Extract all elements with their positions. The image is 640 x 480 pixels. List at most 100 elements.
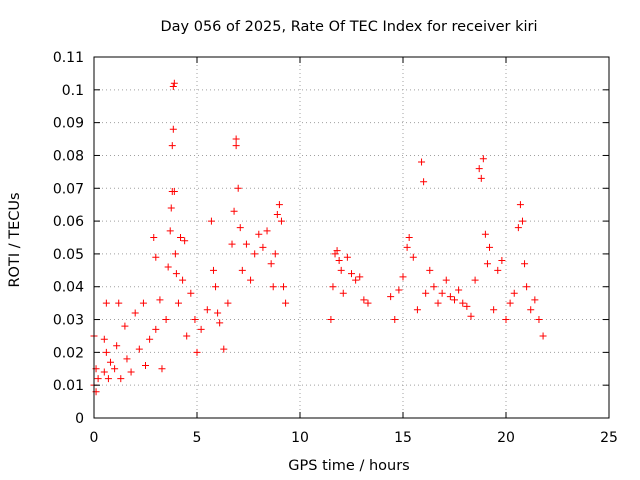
y-axis-label: ROTI / TECUs	[7, 192, 23, 287]
data-point	[102, 299, 110, 307]
data-point	[123, 355, 131, 363]
data-point	[405, 234, 413, 241]
data-point	[104, 375, 112, 383]
data-point	[224, 299, 232, 307]
data-point	[483, 260, 491, 268]
data-point	[234, 184, 242, 192]
data-point	[516, 201, 524, 209]
data-point	[329, 283, 337, 291]
data-point	[399, 273, 407, 281]
y-tick-label: 0.07	[53, 181, 84, 197]
x-tick-label: 10	[291, 430, 309, 446]
data-point	[364, 299, 372, 307]
data-point	[238, 266, 246, 274]
data-point	[518, 217, 526, 225]
data-point	[273, 211, 281, 219]
data-point	[193, 348, 201, 356]
data-point	[514, 224, 522, 232]
data-point	[167, 204, 175, 212]
x-tick-label: 20	[497, 430, 515, 446]
data-point	[146, 335, 154, 343]
data-point	[135, 345, 143, 353]
y-tick-label: 0.11	[53, 50, 84, 66]
data-point	[477, 174, 485, 182]
data-point	[169, 125, 177, 133]
data-point	[216, 319, 224, 327]
data-point	[335, 256, 343, 264]
data-point	[510, 289, 518, 297]
data-point	[236, 224, 244, 232]
data-point	[251, 250, 259, 258]
data-point	[166, 227, 174, 235]
x-tick-label: 0	[90, 430, 99, 446]
data-point	[339, 289, 347, 297]
x-axis-label: GPS time / hours	[288, 458, 409, 474]
data-point	[455, 286, 463, 294]
data-point	[506, 299, 514, 307]
data-point	[152, 253, 160, 261]
data-point	[280, 283, 288, 291]
data-point	[494, 266, 502, 274]
y-tick-label: 0.09	[53, 116, 84, 132]
data-point	[94, 375, 102, 383]
plot-frame	[93, 56, 610, 419]
data-point	[420, 178, 428, 186]
y-tick-label: 0.03	[53, 313, 84, 329]
data-point	[434, 299, 442, 307]
data-point	[430, 283, 438, 291]
data-point	[131, 309, 139, 317]
data-point	[327, 316, 335, 324]
y-tick-label: 0.04	[53, 280, 84, 296]
data-point	[403, 243, 411, 251]
data-point	[337, 266, 345, 274]
data-point	[391, 316, 399, 324]
data-point	[191, 316, 199, 324]
data-point	[409, 253, 417, 261]
y-tick-label: 0.1	[62, 83, 84, 99]
y-tick-label: 0.02	[53, 345, 84, 361]
data-point	[475, 165, 483, 173]
data-point	[259, 243, 267, 251]
data-point	[387, 293, 395, 301]
data-point	[209, 266, 217, 274]
data-point	[150, 234, 158, 241]
data-point	[162, 316, 170, 324]
data-point	[255, 230, 263, 238]
data-point	[527, 306, 535, 314]
data-point	[172, 270, 180, 278]
data-point	[247, 276, 255, 284]
data-point	[352, 276, 360, 284]
data-point	[333, 247, 341, 255]
data-point	[502, 316, 510, 324]
data-point	[113, 342, 121, 350]
data-point	[158, 365, 166, 373]
data-point	[111, 365, 119, 373]
data-point	[523, 283, 531, 291]
data-point	[418, 158, 426, 166]
data-point	[413, 306, 421, 314]
data-point	[230, 207, 238, 215]
y-tick-label: 0.08	[53, 148, 84, 164]
data-point	[348, 270, 355, 278]
data-point	[121, 322, 129, 330]
data-point	[127, 368, 135, 376]
data-point	[203, 306, 211, 314]
data-point	[102, 348, 110, 356]
y-tick-label: 0.01	[53, 378, 84, 394]
data-point	[220, 345, 228, 353]
data-point	[212, 283, 220, 291]
data-point	[498, 256, 506, 264]
data-point	[426, 266, 434, 274]
data-point	[187, 289, 195, 297]
data-point	[451, 296, 458, 304]
data-point	[490, 306, 498, 314]
data-point	[360, 296, 368, 304]
data-point	[171, 250, 179, 258]
data-point	[442, 276, 450, 284]
y-tick-label: 0.05	[53, 247, 84, 263]
data-point	[168, 142, 176, 150]
data-point	[117, 375, 125, 383]
data-point	[142, 361, 149, 369]
data-point	[267, 260, 275, 268]
